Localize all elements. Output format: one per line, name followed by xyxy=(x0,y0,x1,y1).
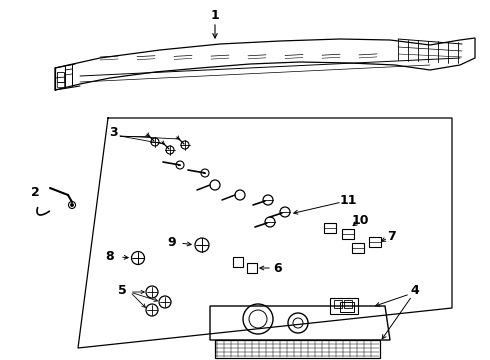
Circle shape xyxy=(71,203,73,207)
Bar xyxy=(57,82,64,87)
Bar xyxy=(233,257,243,267)
Text: 2: 2 xyxy=(31,185,39,198)
Text: 10: 10 xyxy=(351,213,369,226)
Bar xyxy=(247,263,257,273)
Text: 7: 7 xyxy=(388,230,396,243)
Bar xyxy=(344,300,352,308)
Bar xyxy=(340,302,354,312)
Bar xyxy=(342,229,354,239)
Text: 3: 3 xyxy=(109,126,117,139)
Text: 6: 6 xyxy=(274,261,282,274)
Bar xyxy=(57,72,64,82)
Text: 9: 9 xyxy=(168,235,176,248)
Text: 1: 1 xyxy=(211,9,220,22)
Bar xyxy=(324,223,336,233)
Bar xyxy=(334,300,342,308)
Text: 4: 4 xyxy=(411,284,419,297)
Text: 11: 11 xyxy=(339,194,357,207)
Text: 5: 5 xyxy=(118,284,126,297)
Bar xyxy=(369,237,381,247)
Bar xyxy=(352,243,364,253)
Text: 8: 8 xyxy=(106,251,114,264)
Bar xyxy=(330,298,358,314)
Bar xyxy=(215,340,380,358)
